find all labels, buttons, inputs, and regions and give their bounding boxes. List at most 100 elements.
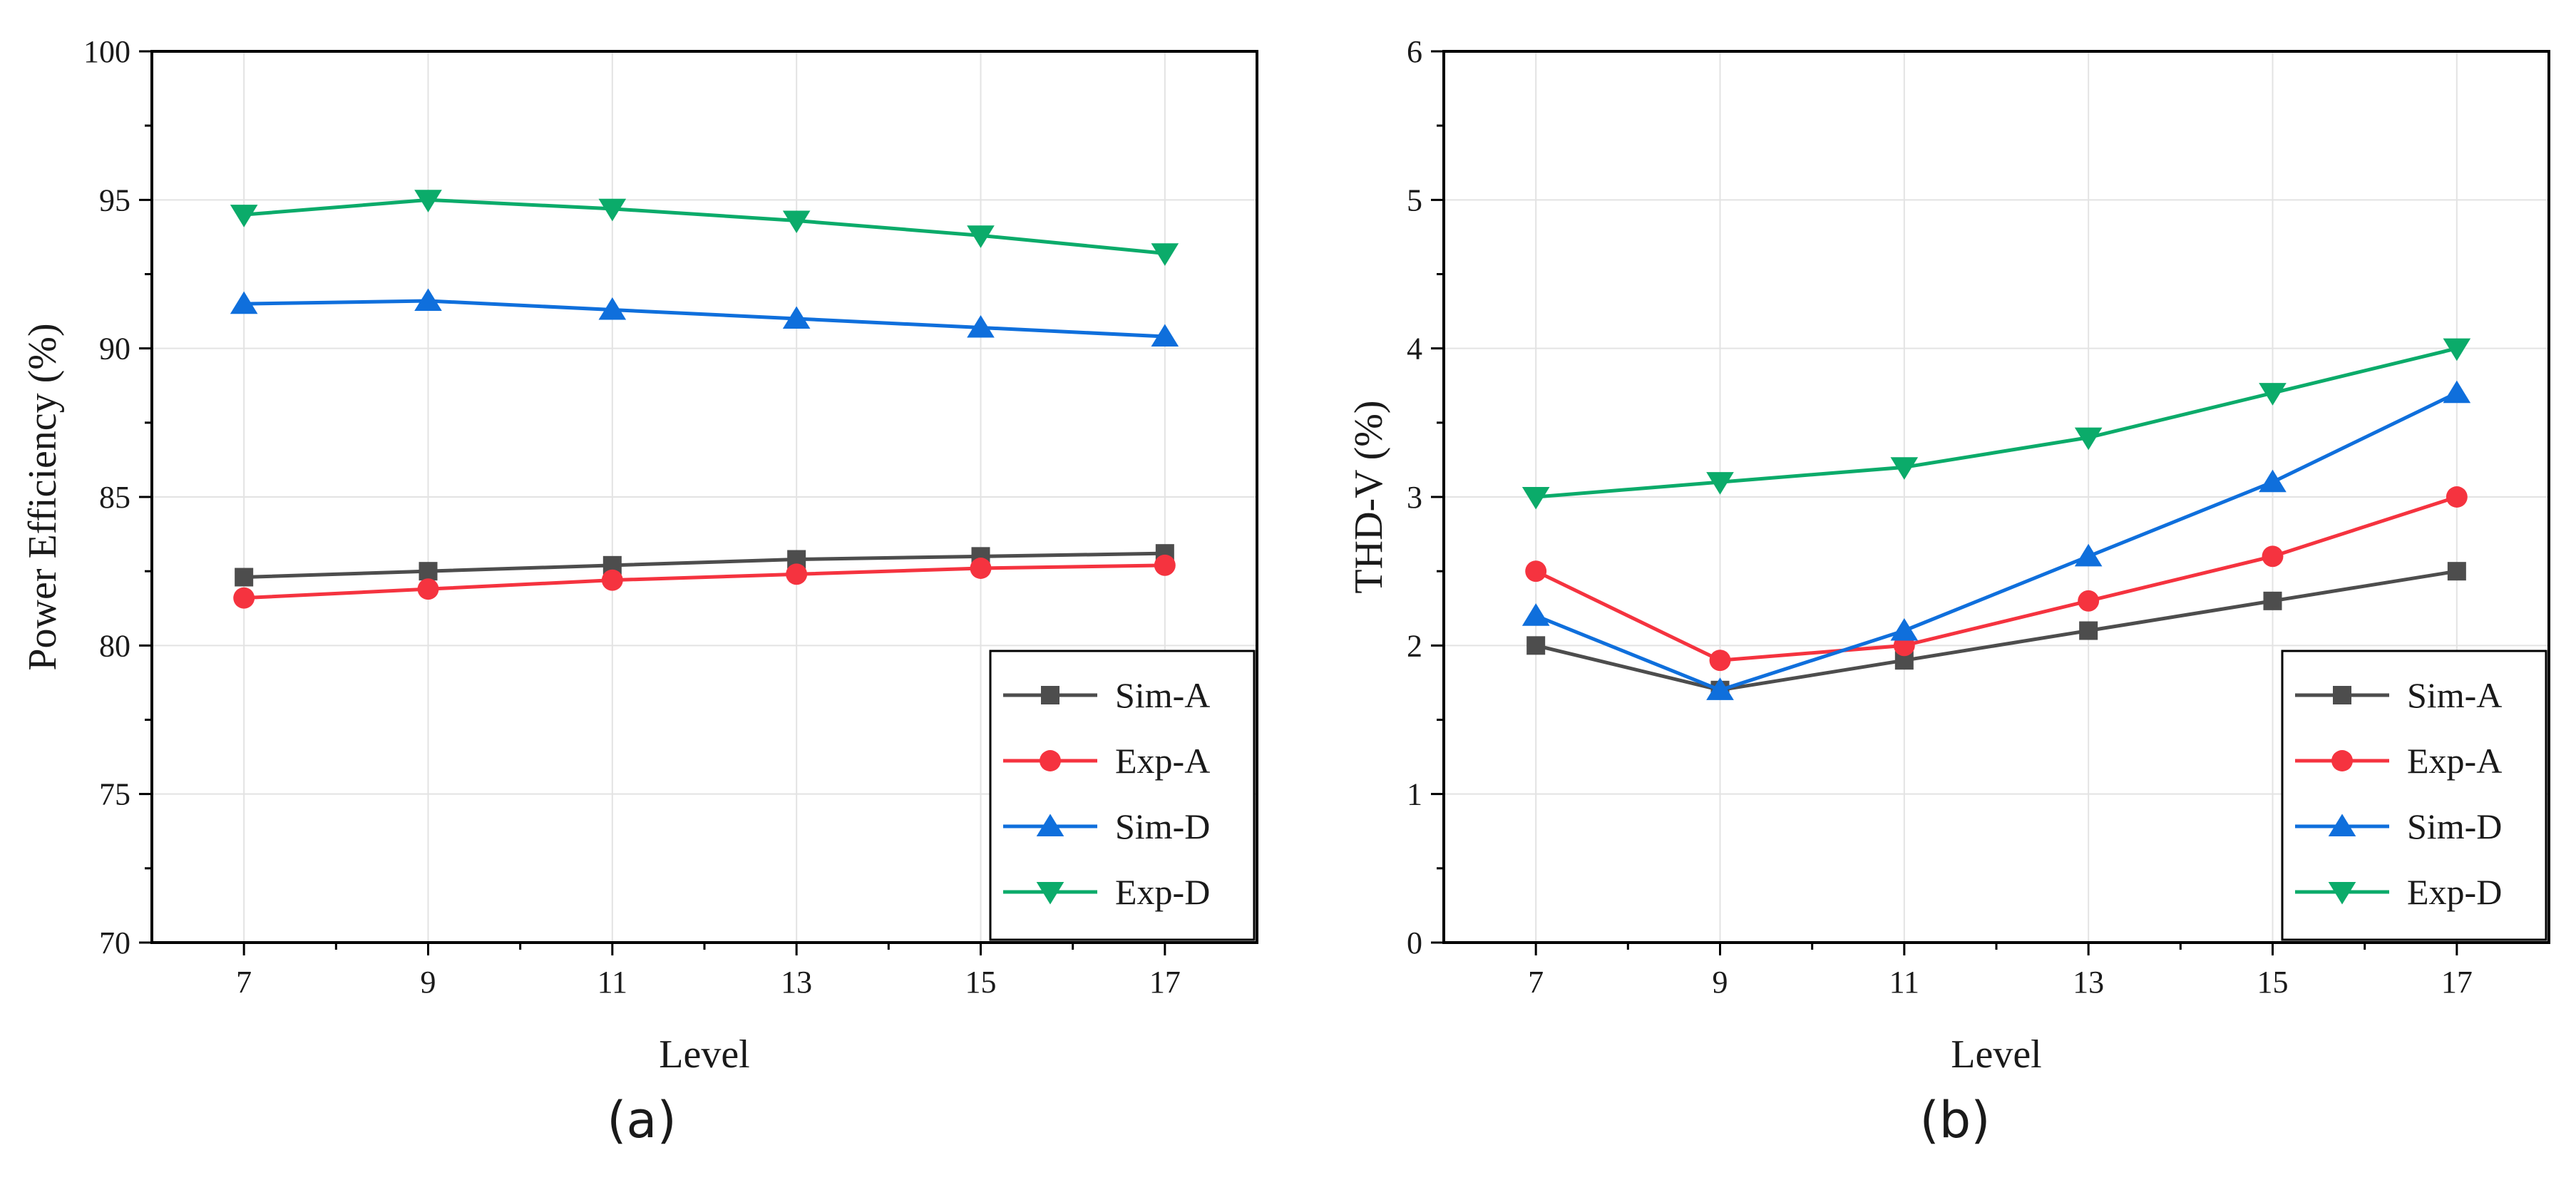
x-tick-label: 13: [2073, 965, 2104, 1000]
data-point: [1706, 472, 1734, 495]
data-point: [782, 306, 811, 329]
x-tick-label: 7: [236, 965, 252, 1000]
legend-swatch-marker: [2328, 814, 2356, 837]
legend-label: Sim-D: [2407, 806, 2502, 846]
chart-panel-b: 7 9 11 13 15 17 0 1 2 3 4 5 6 Level THD-V (%) Sim-A Exp-…: [1347, 34, 2550, 1149]
data-point: [2443, 380, 2471, 404]
x-tick-label: 13: [781, 965, 812, 1000]
panel-caption: (b): [1919, 1091, 1990, 1149]
legend-label: Sim-A: [2407, 675, 2502, 715]
series-sim-a: [235, 544, 1174, 587]
x-tick-label: 15: [965, 965, 997, 1000]
data-point: [1890, 457, 1919, 480]
data-point: [230, 291, 258, 314]
legend-label: Exp-D: [2407, 872, 2502, 912]
x-tick-label: 17: [2441, 965, 2473, 1000]
legend-swatch-marker: [1036, 814, 1064, 837]
legend: Sim-A Exp-A Sim-D Exp-D: [2281, 650, 2547, 941]
x-tick-label: 9: [421, 965, 436, 1000]
legend-item: Sim-D: [2295, 806, 2502, 846]
y-tick-label: 4: [1407, 332, 1422, 366]
data-point: [1525, 560, 1547, 583]
x-axis-title: Level: [659, 1032, 749, 1077]
data-point: [1890, 617, 1919, 641]
legend-swatch-marker: [1036, 881, 1064, 905]
series-exp-a: [233, 554, 1176, 609]
legend-swatch-marker: [1040, 750, 1061, 771]
y-tick-label: 85: [99, 480, 130, 515]
series-line: [244, 299, 1165, 339]
x-tick-label: 9: [1713, 965, 1728, 1000]
legend-item: Exp-A: [2295, 741, 2502, 781]
y-tick-label: 90: [99, 332, 130, 366]
data-point: [230, 205, 258, 227]
data-point: [2259, 469, 2287, 493]
series-line: [1535, 347, 2458, 499]
y-axis: 70 75 80 85 90 95 100: [83, 34, 152, 960]
data-point: [419, 562, 438, 581]
data-point: [601, 569, 623, 591]
y-axis: 0 1 2 3 4 5 6: [1407, 34, 1444, 960]
data-point: [1709, 650, 1731, 672]
data-point: [598, 198, 627, 222]
data-point: [414, 190, 442, 212]
data-point: [1522, 603, 1550, 626]
x-tick-label: 11: [597, 965, 627, 1000]
legend-item: Sim-A: [2295, 675, 2502, 715]
legend-item: Sim-A: [1003, 675, 1210, 715]
legend: Sim-A Exp-A Sim-D Exp-D: [989, 650, 1256, 941]
data-point: [2447, 562, 2466, 581]
legend-swatch-marker: [2333, 686, 2351, 704]
data-point: [1522, 486, 1550, 510]
legend-label: Sim-A: [1115, 675, 1210, 715]
data-point: [2443, 338, 2471, 361]
data-point: [967, 225, 995, 248]
data-point: [2262, 545, 2284, 568]
x-axis: 7 9 11 13 15 17: [1528, 943, 2473, 1000]
data-point: [970, 558, 992, 579]
series-exp-d: [230, 190, 1179, 266]
series-line: [244, 563, 1165, 600]
x-axis-title: Level: [1951, 1032, 2041, 1077]
y-axis-title: Power Efficiency (%): [21, 323, 65, 670]
y-tick-label: 5: [1407, 183, 1422, 217]
data-point: [414, 288, 442, 312]
data-point: [967, 314, 995, 338]
data-point: [1151, 324, 1179, 347]
series-line: [1535, 391, 2458, 692]
x-tick-label: 7: [1528, 965, 1544, 1000]
legend-label: Exp-A: [2407, 741, 2502, 781]
x-tick-label: 17: [1149, 965, 1181, 1000]
legend-item: Exp-D: [1003, 872, 1210, 912]
x-tick-label: 11: [1889, 965, 1919, 1000]
y-tick-label: 0: [1407, 925, 1422, 960]
data-point: [2078, 590, 2100, 612]
series-line: [244, 551, 1165, 579]
data-point: [2079, 621, 2098, 640]
data-point: [2074, 427, 2103, 451]
series-line: [1535, 569, 2458, 692]
data-point: [2263, 591, 2282, 610]
chart-panel-a: 7 9 11 13 15 17 70 75 80 85 90 95 100 Level Power Effi…: [21, 34, 1258, 1149]
legend-swatch-marker: [1041, 686, 1059, 704]
legend-item: Exp-A: [1003, 741, 1210, 781]
y-tick-label: 1: [1407, 777, 1422, 812]
y-tick-label: 80: [99, 628, 130, 663]
data-point: [1151, 243, 1179, 266]
legend-swatch-marker: [2328, 881, 2356, 905]
series-line: [243, 197, 1166, 255]
y-tick-label: 95: [99, 183, 130, 217]
data-point: [417, 578, 439, 600]
series-exp-d: [1522, 338, 2471, 510]
y-tick-label: 70: [99, 925, 130, 960]
legend-item: Sim-D: [1003, 806, 1210, 846]
y-tick-label: 6: [1407, 34, 1422, 69]
series-sim-d: [230, 288, 1179, 347]
legend-swatch-marker: [2331, 750, 2353, 771]
y-tick-label: 100: [83, 34, 130, 69]
series-sim-d: [1522, 380, 2471, 700]
data-point: [598, 297, 627, 320]
data-point: [1526, 636, 1546, 655]
data-point: [233, 587, 255, 609]
